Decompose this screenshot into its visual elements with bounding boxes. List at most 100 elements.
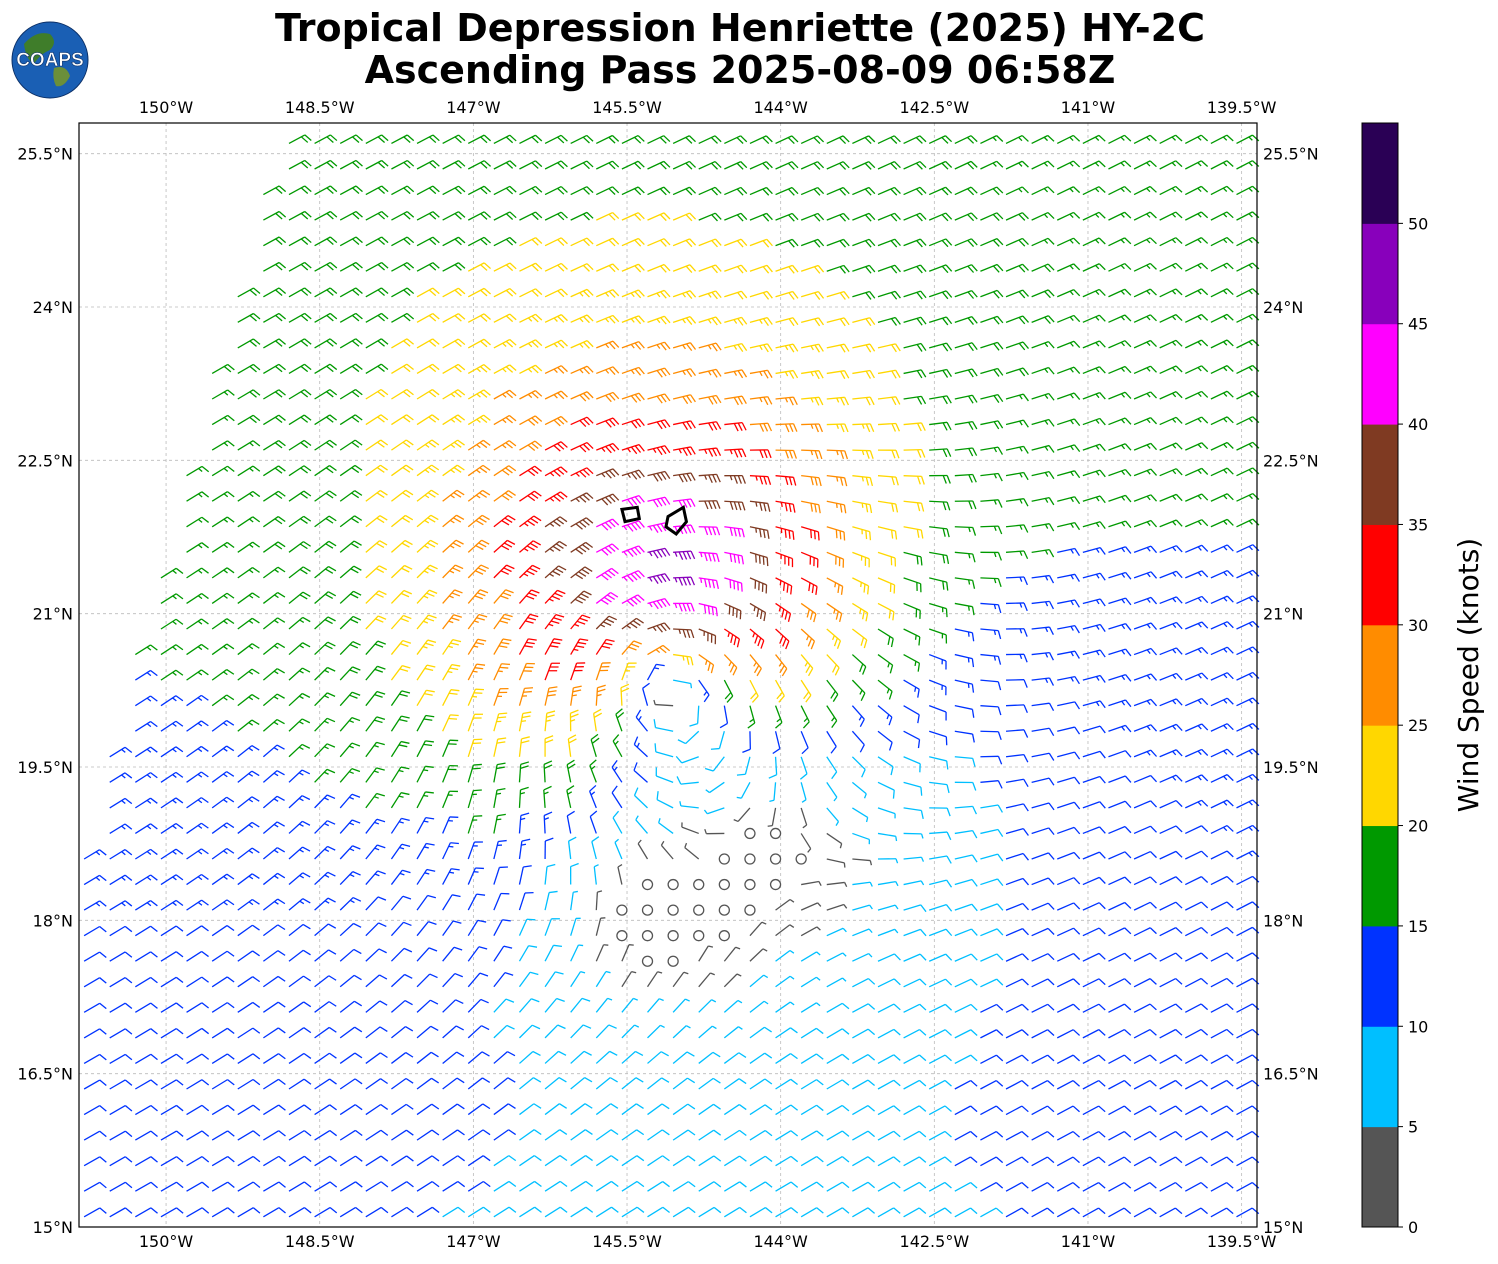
wind-barb bbox=[1159, 545, 1183, 553]
wind-barb bbox=[929, 879, 953, 888]
wind-barb bbox=[852, 135, 876, 145]
wind-barb bbox=[642, 682, 650, 706]
wind-barb bbox=[1031, 497, 1055, 506]
wind-barb bbox=[390, 589, 413, 604]
wind-barb bbox=[160, 1130, 184, 1141]
wind-barb bbox=[1185, 621, 1209, 630]
wind-barb bbox=[1159, 416, 1183, 426]
wind-barb bbox=[877, 730, 893, 751]
wind-barb bbox=[365, 1129, 389, 1141]
wind-barb bbox=[1057, 522, 1081, 531]
wind-barb bbox=[1133, 339, 1157, 349]
wind-barb bbox=[339, 287, 363, 298]
wind-barb bbox=[442, 439, 465, 451]
wind-barb bbox=[339, 363, 363, 375]
wind-barb bbox=[544, 1050, 567, 1064]
wind-barb bbox=[390, 766, 410, 783]
wind-barb bbox=[980, 602, 1002, 614]
wind-barb bbox=[544, 944, 563, 962]
wind-barb bbox=[518, 589, 540, 604]
wind-barb bbox=[772, 731, 781, 755]
wind-barb bbox=[1210, 1028, 1234, 1039]
wind-barb bbox=[621, 520, 645, 532]
wind-barb bbox=[1056, 1105, 1080, 1116]
wind-barb bbox=[877, 978, 901, 988]
wind-barb bbox=[826, 290, 850, 300]
wind-barb bbox=[1210, 313, 1234, 323]
wind-barb bbox=[595, 944, 609, 962]
left-lat-tick-label: 22.5°N bbox=[17, 451, 73, 470]
wind-barb bbox=[595, 1155, 619, 1167]
wind-barb bbox=[1082, 572, 1106, 581]
wind-barb bbox=[493, 539, 516, 553]
wind-barb bbox=[314, 1206, 338, 1218]
wind-barb bbox=[135, 1181, 158, 1192]
wind-barb bbox=[1133, 876, 1157, 886]
wind-barb bbox=[1236, 544, 1260, 553]
wind-barb bbox=[1159, 723, 1183, 732]
wind-barb bbox=[288, 898, 311, 911]
wind-barb bbox=[954, 1054, 978, 1065]
wind-barb bbox=[980, 472, 1003, 482]
wind-barb bbox=[1133, 901, 1157, 911]
wind-barb bbox=[775, 212, 799, 222]
wind-barb bbox=[672, 368, 697, 378]
wind-barb bbox=[1082, 826, 1106, 835]
wind-barb bbox=[391, 1181, 414, 1192]
wind-barb bbox=[1210, 723, 1234, 732]
wind-barb bbox=[160, 1104, 184, 1116]
wind-barb bbox=[262, 847, 286, 860]
wind-barb bbox=[718, 853, 730, 865]
wind-barb bbox=[442, 134, 466, 145]
wind-barb bbox=[1056, 927, 1081, 937]
wind-barb bbox=[544, 662, 560, 681]
wind-barb bbox=[442, 464, 465, 477]
wind-barb bbox=[826, 1002, 850, 1013]
wind-barb bbox=[1236, 901, 1260, 911]
wind-barb bbox=[391, 999, 413, 1013]
wind-barb bbox=[1031, 160, 1055, 170]
wind-barb bbox=[1236, 134, 1260, 145]
wind-barb bbox=[211, 1079, 235, 1090]
wind-barb bbox=[237, 694, 260, 707]
wind-barb bbox=[1236, 1207, 1260, 1218]
wind-barb bbox=[621, 1180, 645, 1192]
wind-barb bbox=[1133, 211, 1157, 221]
wind-barb bbox=[1159, 1028, 1183, 1039]
wind-barb bbox=[1159, 977, 1183, 988]
wind-barb bbox=[1005, 1029, 1029, 1039]
wind-barb bbox=[826, 705, 838, 728]
wind-barb bbox=[903, 1028, 927, 1039]
wind-barb bbox=[1159, 493, 1183, 502]
wind-barb bbox=[1108, 901, 1132, 911]
wind-barb bbox=[237, 465, 261, 477]
wind-barb bbox=[877, 161, 901, 170]
wind-barb bbox=[518, 945, 538, 962]
left-lat-tick-label: 16.5°N bbox=[17, 1065, 73, 1084]
wind-barb bbox=[954, 878, 978, 887]
wind-barb bbox=[237, 490, 261, 502]
wind-barb bbox=[339, 590, 362, 604]
colorbar-bin bbox=[1362, 624, 1398, 726]
top-lon-tick-label: 148.5°W bbox=[285, 98, 355, 117]
wind-barb bbox=[954, 160, 978, 170]
wind-barb bbox=[314, 1052, 337, 1064]
wind-barb bbox=[877, 679, 893, 700]
wind-barb bbox=[596, 134, 620, 145]
wind-barb bbox=[544, 1206, 568, 1218]
wind-barb bbox=[519, 160, 543, 170]
wind-barb bbox=[775, 317, 799, 327]
wind-barb bbox=[134, 746, 158, 758]
wind-barb bbox=[826, 1053, 850, 1065]
wind-barb bbox=[800, 1207, 824, 1218]
wind-barb bbox=[749, 526, 770, 539]
wind-barb bbox=[723, 1129, 747, 1141]
wind-barb bbox=[467, 1051, 490, 1064]
wind-barb bbox=[647, 135, 671, 145]
wind-barb bbox=[544, 365, 568, 375]
wind-barb bbox=[134, 644, 158, 656]
wind-barb bbox=[1108, 800, 1132, 809]
wind-barb bbox=[467, 738, 483, 757]
wind-barb bbox=[237, 617, 260, 630]
wind-barb bbox=[314, 540, 337, 553]
